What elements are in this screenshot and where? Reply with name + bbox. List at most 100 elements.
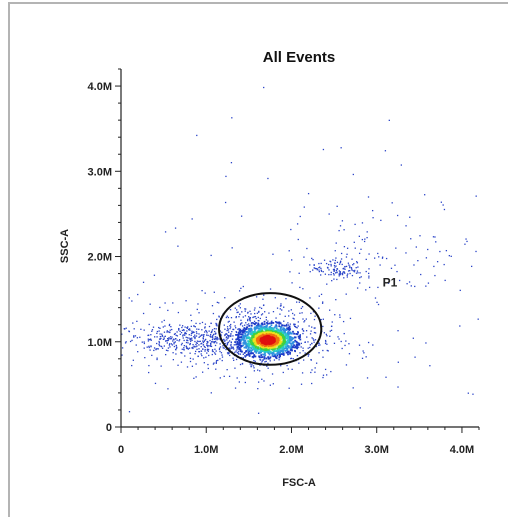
data-point bbox=[374, 297, 377, 299]
data-point bbox=[286, 349, 289, 351]
data-point bbox=[236, 349, 238, 351]
data-point bbox=[340, 147, 342, 149]
data-point bbox=[311, 342, 313, 345]
data-point bbox=[268, 333, 271, 336]
data-point bbox=[188, 347, 191, 349]
data-point bbox=[324, 342, 327, 345]
data-point bbox=[258, 311, 260, 313]
data-point bbox=[242, 316, 244, 318]
y-tick-label: 2.0M bbox=[88, 252, 112, 264]
data-point bbox=[232, 357, 234, 359]
data-point bbox=[280, 303, 282, 305]
data-point bbox=[249, 363, 251, 365]
data-point bbox=[243, 346, 246, 349]
data-point bbox=[249, 346, 252, 349]
data-point bbox=[201, 334, 203, 336]
data-point bbox=[325, 341, 327, 343]
data-point bbox=[248, 342, 250, 345]
data-point bbox=[141, 341, 143, 343]
data-point bbox=[143, 347, 145, 349]
data-point bbox=[177, 311, 180, 314]
data-point bbox=[240, 350, 243, 353]
data-point bbox=[275, 339, 278, 342]
data-point bbox=[475, 250, 477, 253]
data-point bbox=[335, 299, 337, 301]
data-point bbox=[239, 324, 242, 326]
data-point bbox=[261, 356, 264, 358]
data-point bbox=[267, 320, 269, 322]
data-point bbox=[254, 315, 257, 318]
data-point bbox=[283, 340, 286, 342]
gate-layer[interactable]: P1 bbox=[218, 275, 398, 366]
chart-title: All Events bbox=[263, 49, 336, 66]
data-point bbox=[148, 364, 150, 367]
data-point bbox=[219, 350, 221, 353]
data-point bbox=[285, 324, 288, 327]
data-point bbox=[153, 349, 155, 352]
data-point bbox=[302, 347, 304, 349]
data-point bbox=[287, 336, 289, 339]
data-point bbox=[475, 195, 477, 197]
data-point bbox=[226, 369, 228, 371]
data-point bbox=[247, 336, 249, 339]
data-point bbox=[250, 341, 252, 344]
data-point bbox=[203, 340, 205, 343]
data-point bbox=[341, 273, 344, 276]
data-point bbox=[203, 357, 205, 359]
data-point bbox=[307, 347, 309, 349]
data-point bbox=[368, 272, 370, 275]
data-point bbox=[306, 247, 308, 250]
data-point bbox=[227, 329, 230, 331]
data-point bbox=[153, 274, 156, 276]
data-point bbox=[298, 335, 301, 338]
data-point bbox=[427, 282, 430, 284]
data-point bbox=[322, 301, 324, 303]
data-point bbox=[276, 338, 279, 340]
data-point bbox=[230, 341, 232, 343]
data-point bbox=[196, 345, 198, 347]
data-point bbox=[239, 363, 242, 366]
data-point bbox=[291, 259, 293, 261]
data-point bbox=[272, 383, 274, 385]
data-point bbox=[320, 274, 322, 276]
data-point bbox=[286, 364, 288, 367]
data-point bbox=[219, 346, 222, 348]
data-point bbox=[226, 339, 228, 341]
data-point bbox=[191, 339, 193, 341]
data-point bbox=[202, 344, 205, 346]
data-point bbox=[235, 343, 238, 346]
data-point bbox=[235, 331, 237, 333]
data-point bbox=[332, 272, 335, 275]
data-point bbox=[415, 246, 417, 248]
data-point bbox=[159, 306, 161, 309]
data-point bbox=[154, 336, 156, 338]
data-point bbox=[247, 349, 250, 352]
gate-ellipse[interactable] bbox=[218, 292, 323, 366]
data-point bbox=[240, 215, 243, 217]
data-point bbox=[243, 327, 246, 329]
data-point bbox=[255, 347, 258, 350]
data-point bbox=[285, 351, 288, 354]
data-point bbox=[207, 350, 209, 352]
data-point bbox=[255, 296, 258, 298]
data-point bbox=[343, 229, 345, 231]
data-point bbox=[248, 336, 251, 339]
data-point bbox=[239, 353, 242, 355]
data-point bbox=[264, 354, 267, 357]
data-point bbox=[146, 346, 148, 348]
data-point bbox=[206, 344, 208, 346]
data-point bbox=[232, 335, 234, 337]
data-point bbox=[244, 341, 247, 344]
data-point bbox=[268, 347, 271, 350]
data-point bbox=[275, 344, 277, 347]
data-point bbox=[239, 348, 242, 351]
data-point bbox=[179, 339, 181, 341]
data-point bbox=[212, 312, 215, 315]
data-point bbox=[238, 342, 241, 344]
data-point bbox=[245, 337, 248, 340]
data-point bbox=[226, 343, 228, 345]
data-point bbox=[262, 359, 264, 361]
data-point bbox=[174, 332, 176, 335]
data-point bbox=[356, 261, 358, 263]
data-point bbox=[337, 336, 339, 338]
